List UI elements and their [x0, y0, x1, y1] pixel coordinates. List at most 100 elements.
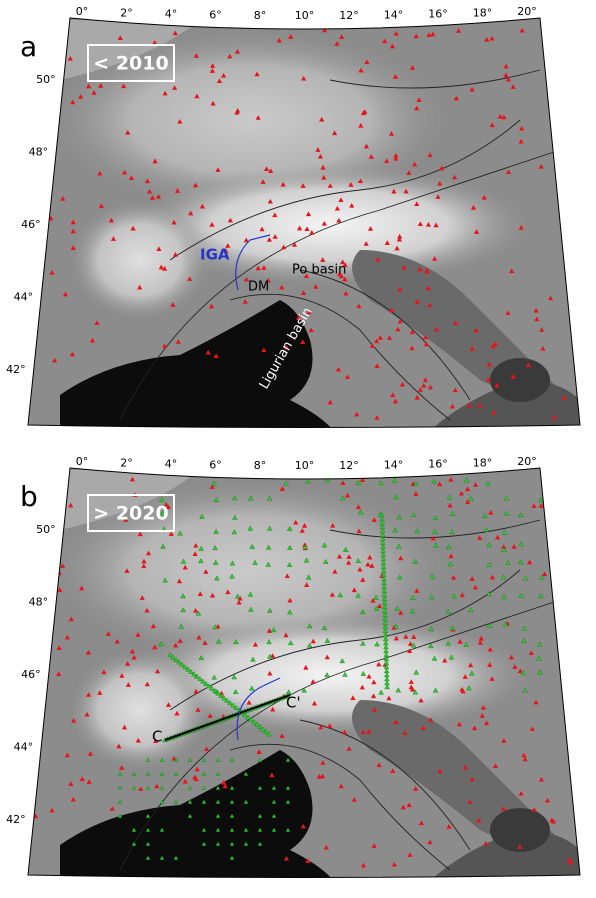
- station: [390, 392, 396, 398]
- station: [267, 653, 273, 659]
- station: [321, 174, 327, 180]
- station: [500, 574, 507, 580]
- station: [393, 30, 399, 36]
- station: [432, 256, 438, 261]
- station: [245, 714, 251, 720]
- station: [368, 154, 374, 159]
- fault-line: [229, 743, 451, 871]
- station: [117, 771, 123, 776]
- station: [332, 130, 338, 136]
- station: [210, 100, 216, 106]
- station: [452, 387, 458, 393]
- station: [321, 625, 328, 631]
- station: [162, 90, 168, 96]
- station: [152, 40, 158, 45]
- station: [229, 573, 235, 579]
- massif: [70, 650, 210, 770]
- station: [406, 170, 412, 175]
- station: [271, 785, 277, 790]
- station: [174, 188, 181, 193]
- station: [229, 799, 235, 804]
- station: [398, 555, 404, 561]
- station: [229, 841, 235, 846]
- station: [170, 654, 176, 660]
- station: [261, 265, 267, 270]
- station: [187, 276, 193, 281]
- station: [323, 844, 329, 850]
- station: [257, 841, 263, 846]
- station: [320, 257, 326, 262]
- station: [413, 786, 419, 791]
- station: [229, 560, 236, 566]
- station: [86, 779, 92, 784]
- station: [531, 806, 537, 812]
- station: [420, 725, 426, 730]
- station: [86, 83, 92, 89]
- station: [448, 654, 455, 660]
- station: [437, 180, 443, 186]
- station: [159, 757, 165, 762]
- station: [213, 528, 219, 534]
- station: [315, 147, 321, 152]
- station: [373, 605, 380, 611]
- track: [235, 234, 271, 291]
- station: [257, 724, 263, 730]
- station: [540, 345, 546, 351]
- station: [476, 535, 483, 540]
- station: [97, 170, 103, 176]
- station: [79, 585, 85, 591]
- station: [452, 174, 458, 180]
- station: [229, 785, 235, 790]
- station: [257, 827, 263, 832]
- station: [336, 553, 343, 559]
- station: [397, 574, 403, 580]
- station: [138, 786, 144, 791]
- station: [201, 785, 207, 790]
- station: [227, 53, 233, 59]
- station: [377, 335, 383, 340]
- station: [173, 771, 179, 776]
- station: [266, 628, 273, 633]
- station: [375, 256, 381, 262]
- station: [296, 225, 303, 231]
- station: [144, 178, 151, 184]
- station: [413, 480, 419, 486]
- station: [531, 503, 537, 508]
- station: [410, 511, 417, 517]
- station: [159, 496, 165, 502]
- station: [366, 728, 372, 734]
- station: [427, 152, 433, 158]
- station: [123, 517, 129, 522]
- lon-label: 6°: [209, 8, 222, 21]
- station: [374, 415, 380, 420]
- north-sea: [40, 470, 200, 530]
- station: [468, 662, 474, 668]
- station: [346, 560, 352, 565]
- station: [431, 655, 438, 661]
- station: [68, 616, 74, 622]
- station: [334, 205, 340, 211]
- station: [321, 220, 327, 226]
- station: [391, 477, 398, 483]
- station: [409, 345, 415, 351]
- ionian: [490, 808, 550, 852]
- station: [453, 95, 460, 101]
- annotation: C': [286, 694, 301, 712]
- station: [153, 738, 159, 744]
- station: [286, 525, 293, 531]
- station: [356, 528, 362, 534]
- station: [263, 728, 269, 734]
- station: [255, 115, 261, 120]
- station: [177, 638, 183, 643]
- station: [168, 531, 174, 536]
- uplands: [50, 480, 450, 660]
- station: [234, 48, 241, 54]
- station: [276, 37, 282, 43]
- station: [358, 67, 364, 73]
- station: [69, 351, 75, 357]
- station: [98, 203, 105, 209]
- station: [318, 724, 324, 730]
- station: [501, 738, 507, 743]
- station: [536, 655, 542, 661]
- station: [370, 693, 377, 699]
